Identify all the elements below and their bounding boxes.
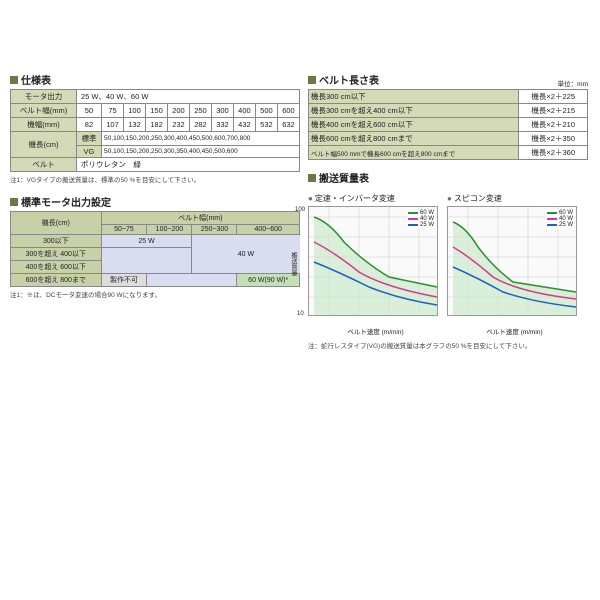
belt-unit: 単位：mm [558,78,588,88]
belt-table: 機長300 cm以下機長×2＋225 機長300 cmを超え400 cm以下機長… [308,89,588,160]
chart1: 60 W 40 W 25 W 100 10 搬送質量 [308,206,438,316]
motor-note: 注1：※は、DCモータ変速の場合90 Wになります。 [10,289,300,299]
spec-note: 注1：VGタイプの搬送質量は、標準の50 %を目安にして下さい。 [10,174,300,184]
spec-title: 仕様表 [10,70,300,89]
motor-table: 機長(cm)ベルト幅(mm) 50~75100~200250~300400~60… [10,211,300,287]
chart1-title: 定速・インバータ変速 [308,193,443,204]
transport-note: 注：蛇行レスタイプ(VG)の搬送質量は本グラフの50 %を目安にして下さい。 [308,340,588,350]
spec-row-label: モータ出力 [11,90,77,104]
spec-table: モータ出力25 W、40 W、60 W ベルト幅(mm) 50751001502… [10,89,300,172]
chart2-title: スピコン変速 [447,193,582,204]
chart2: 60 W 40 W 25 W [447,206,577,316]
chart-legend: 60 W 40 W 25 W [407,209,435,229]
motor-title: 標準モータ出力設定 [10,192,300,211]
belt-title: ベルト長さ表 [308,70,379,89]
transport-title: 搬送質量表 [308,168,588,187]
